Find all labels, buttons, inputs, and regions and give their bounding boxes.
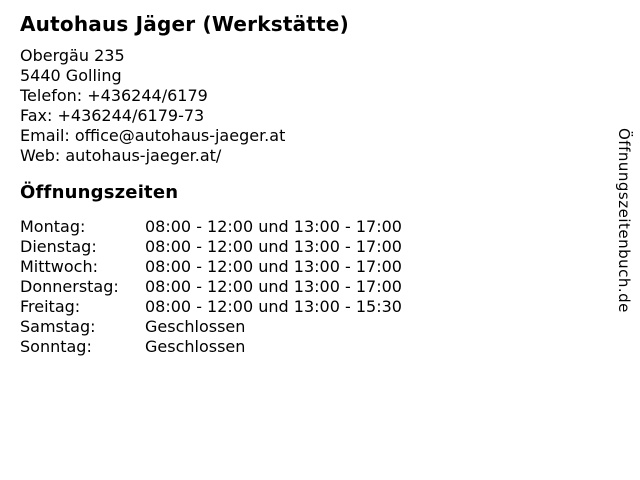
hours-value: 08:00 - 12:00 und 13:00 - 17:00 xyxy=(145,237,402,256)
day-label: Montag: xyxy=(20,217,86,236)
hours-value: 08:00 - 12:00 und 13:00 - 17:00 xyxy=(145,257,402,276)
day-label: Donnerstag: xyxy=(20,277,119,296)
opening-hours-row-saturday: Samstag: Geschlossen xyxy=(20,317,600,337)
opening-hours-row-friday: Freitag: 08:00 - 12:00 und 13:00 - 15:30 xyxy=(20,297,600,317)
page-title: Autohaus Jäger (Werkstätte) xyxy=(20,12,349,36)
day-label: Samstag: xyxy=(20,317,96,336)
web-line: Web: autohaus-jaeger.at/ xyxy=(20,146,222,165)
opening-hours-row-monday: Montag: 08:00 - 12:00 und 13:00 - 17:00 xyxy=(20,217,600,237)
opening-hours-row-wednesday: Mittwoch: 08:00 - 12:00 und 13:00 - 17:00 xyxy=(20,257,600,277)
hours-value: 08:00 - 12:00 und 13:00 - 17:00 xyxy=(145,277,402,296)
opening-hours-heading: Öffnungszeiten xyxy=(20,182,179,203)
address-street: Obergäu 235 xyxy=(20,46,125,65)
day-label: Dienstag: xyxy=(20,237,97,256)
email-line: Email: office@autohaus-jaeger.at xyxy=(20,126,286,145)
phone-line: Telefon: +436244/6179 xyxy=(20,86,208,105)
business-info-page: Autohaus Jäger (Werkstätte) Obergäu 235 … xyxy=(20,12,600,357)
day-label: Sonntag: xyxy=(20,337,92,356)
day-label: Mittwoch: xyxy=(20,257,98,276)
hours-value: Geschlossen xyxy=(145,317,246,336)
day-label: Freitag: xyxy=(20,297,81,316)
hours-value: Geschlossen xyxy=(145,337,246,356)
watermark-vertical-text: Öffnungszeitenbuch.de xyxy=(615,128,633,313)
hours-value: 08:00 - 12:00 und 13:00 - 15:30 xyxy=(145,297,402,316)
opening-hours-table: Montag: 08:00 - 12:00 und 13:00 - 17:00 D… xyxy=(20,217,600,357)
address-city: 5440 Golling xyxy=(20,66,122,85)
fax-line: Fax: +436244/6179-73 xyxy=(20,106,205,125)
contact-block: Obergäu 235 5440 Golling Telefon: +43624… xyxy=(20,46,600,166)
opening-hours-row-sunday: Sonntag: Geschlossen xyxy=(20,337,600,357)
hours-value: 08:00 - 12:00 und 13:00 - 17:00 xyxy=(145,217,402,236)
opening-hours-row-thursday: Donnerstag: 08:00 - 12:00 und 13:00 - 17:… xyxy=(20,277,600,297)
opening-hours-row-tuesday: Dienstag: 08:00 - 12:00 und 13:00 - 17:00 xyxy=(20,237,600,257)
